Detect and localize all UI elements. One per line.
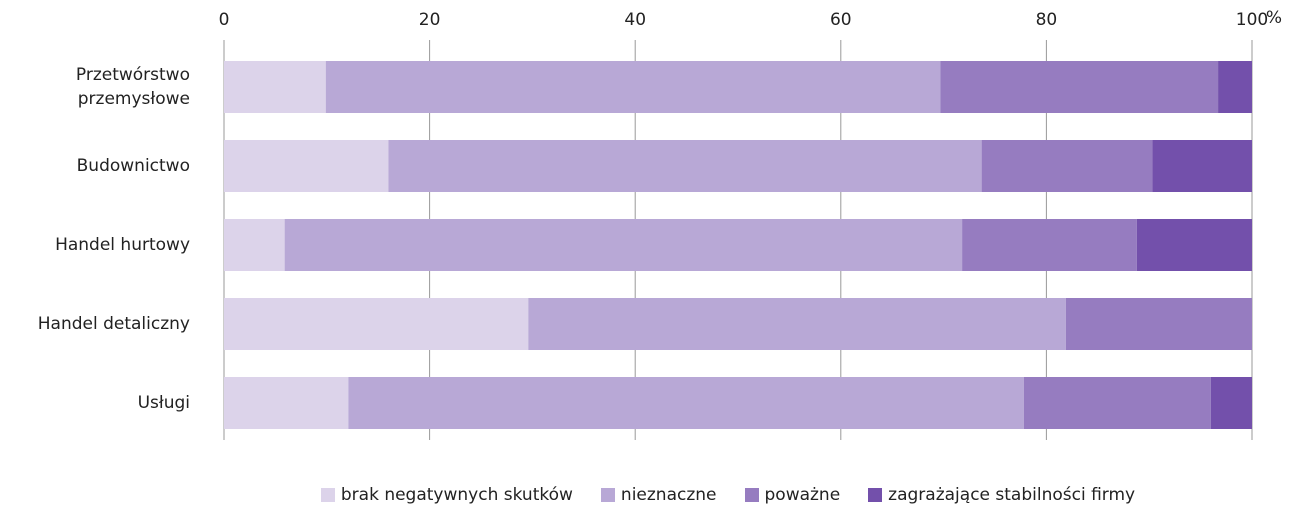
legend: brak negatywnych skutków nieznaczne poważn… (0, 485, 1306, 505)
x-tick-label: 60 (830, 10, 852, 30)
bar-segment (224, 298, 529, 350)
legend-label: brak negatywnych skutków (340, 485, 573, 505)
bar-segment (1023, 377, 1211, 429)
bar-segment (1136, 219, 1252, 271)
legend-label: zagrażające stabilności firmy (888, 485, 1136, 505)
bar-segment (962, 219, 1137, 271)
bar-segment (1218, 61, 1252, 113)
legend-swatch (600, 488, 615, 502)
bar-segment (528, 298, 1066, 350)
legend-label: nieznaczne (620, 485, 717, 505)
y-tick-label: Przetwórstwo przemysłowe (75, 65, 190, 109)
x-tick-label: 0 (219, 10, 230, 30)
bar-segment (325, 61, 941, 113)
bar-segment (284, 219, 963, 271)
y-tick-label: Usługi (137, 393, 190, 413)
bar-segment (388, 140, 982, 192)
bar-segment (224, 377, 349, 429)
bar-segment (1065, 298, 1252, 350)
legend-item: zagrażające stabilności firmy (868, 485, 1135, 505)
bar-segment (1152, 140, 1252, 192)
bar-segment (981, 140, 1153, 192)
x-tick-label: 100 (1236, 10, 1268, 30)
bar-segment (1210, 377, 1252, 429)
y-tick-label: Handel detaliczny (37, 314, 190, 334)
legend-item: nieznaczne (600, 485, 717, 505)
bar-segment (940, 61, 1219, 113)
x-tick-label: 40 (624, 10, 646, 30)
legend-item: poważne (744, 485, 841, 505)
legend-item: brak negatywnych skutków (320, 485, 573, 505)
bar-segment (348, 377, 1024, 429)
bar-segment (224, 219, 285, 271)
legend-label: poważne (764, 485, 841, 505)
bar-segment (224, 140, 389, 192)
legend-swatch (744, 488, 759, 502)
legend-swatch (868, 488, 883, 502)
legend-swatch (320, 488, 335, 502)
x-tick-label: 20 (419, 10, 441, 30)
y-tick-label: Handel hurtowy (55, 235, 190, 255)
x-tick-label: 80 (1036, 10, 1058, 30)
bar-segment (224, 61, 326, 113)
x-axis-label: % (1266, 8, 1282, 28)
y-tick-label: Budownictwo (76, 156, 190, 176)
